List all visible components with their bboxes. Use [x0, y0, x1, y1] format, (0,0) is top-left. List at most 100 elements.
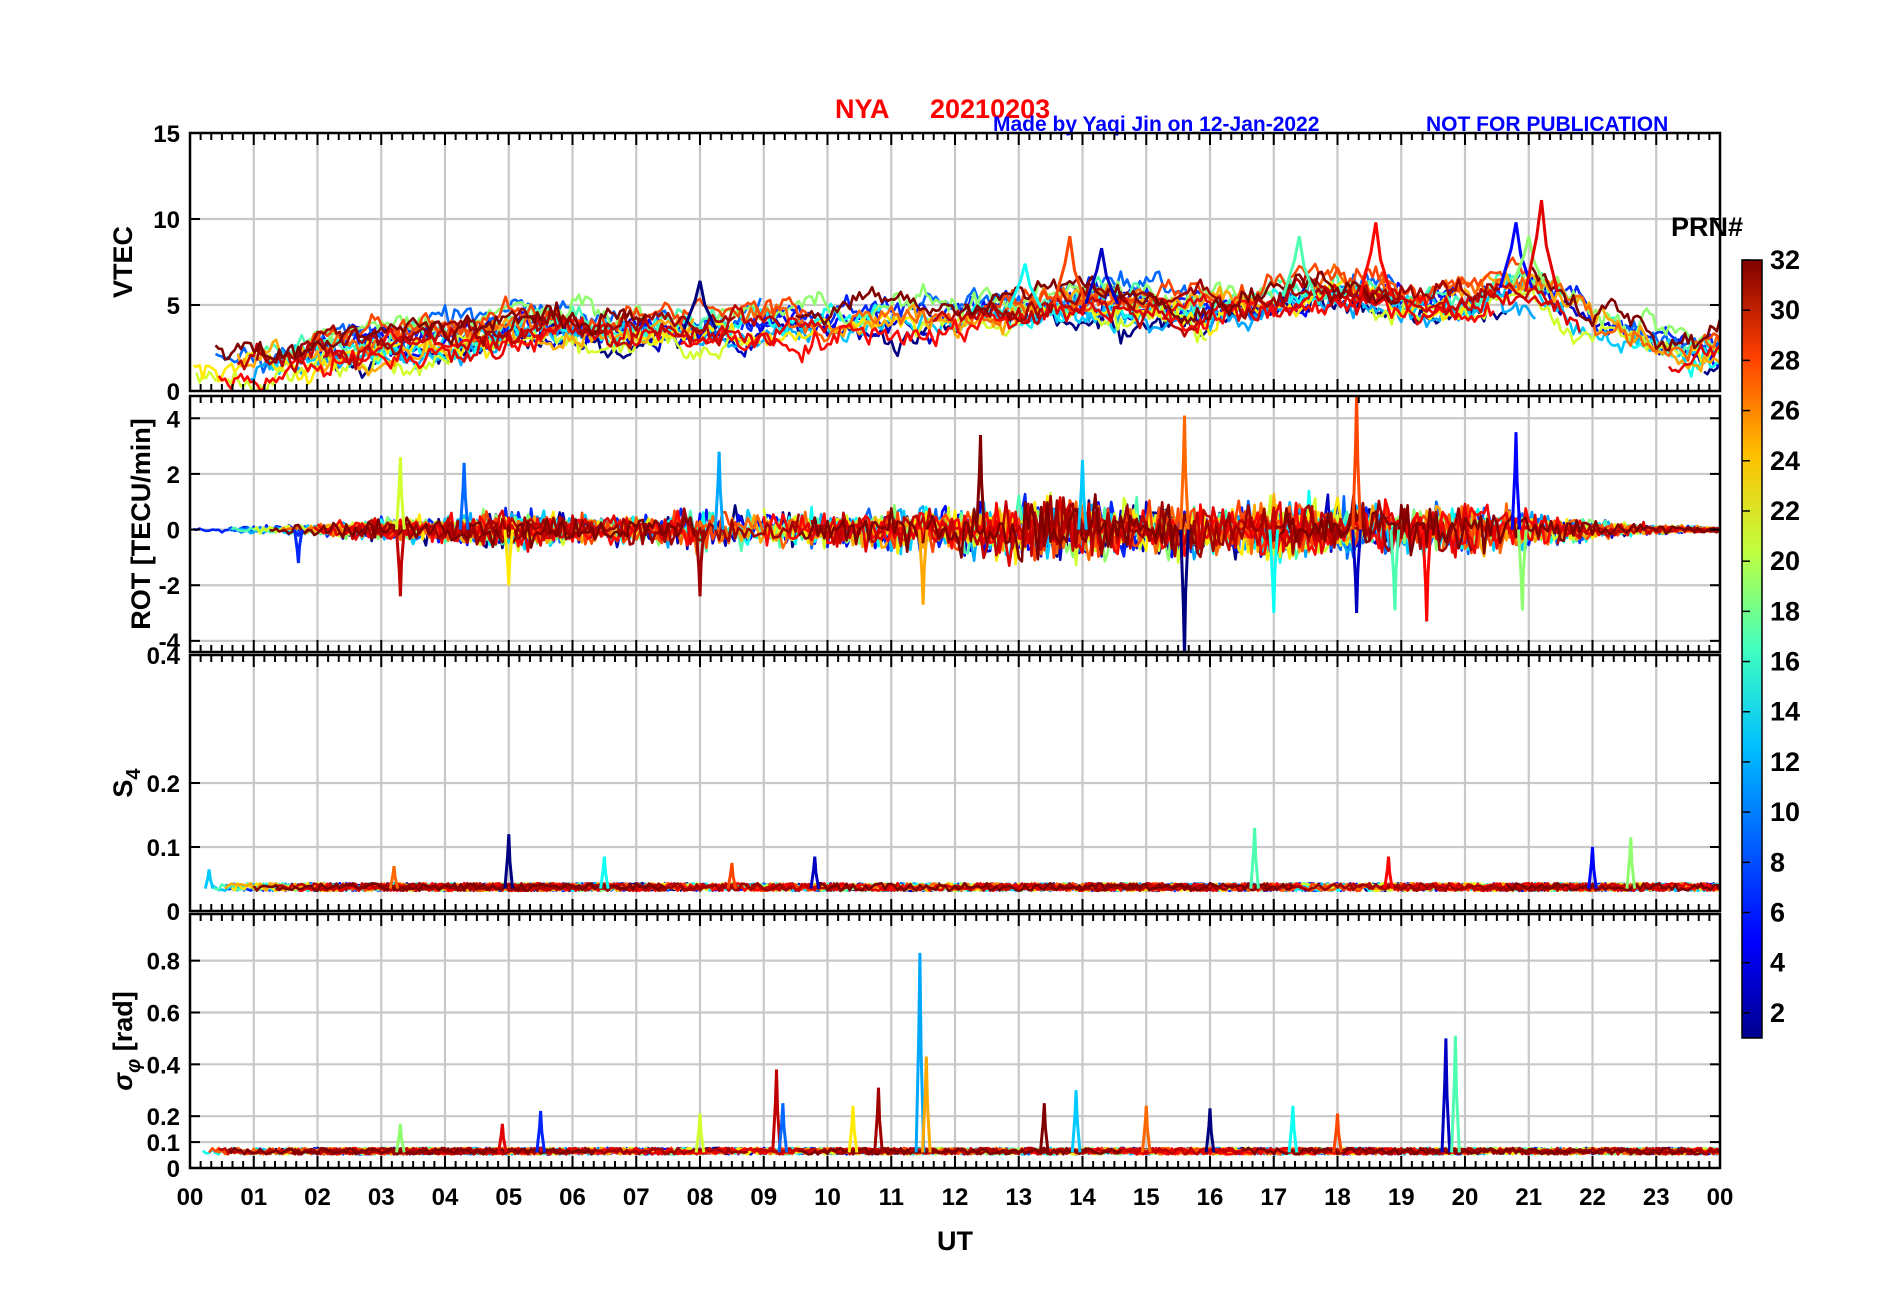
colorbar-tick-label: 8 — [1770, 847, 1785, 877]
sigma_phi-y-tick-label: 0.1 — [147, 1130, 180, 1157]
vtec-peak — [1052, 235, 1088, 305]
notice-text: NOT FOR PUBLICATION — [1426, 113, 1668, 136]
s4-y-tick-label: 0.4 — [147, 643, 181, 670]
s4-y-axis-label: S4 — [108, 768, 145, 798]
sigma_phi-y-tick-label: 0.8 — [147, 949, 180, 976]
sigma_phi-peak — [694, 1113, 706, 1153]
colorbar-tick-label: 6 — [1770, 898, 1785, 928]
s4-peak — [503, 834, 515, 889]
vtec-peak — [1007, 263, 1043, 309]
x-tick-label: 11 — [879, 1184, 904, 1211]
colorbar-tick-label: 12 — [1770, 747, 1800, 777]
rot-peak — [1351, 396, 1362, 530]
rot-peak — [458, 462, 470, 530]
x-tick-label: 07 — [623, 1184, 650, 1211]
rot-peak — [395, 529, 406, 597]
x-tick-label: 16 — [1197, 1184, 1224, 1211]
colorbar-label: PRN# — [1671, 212, 1743, 242]
rot-peak — [1389, 529, 1401, 611]
series-prn-32 — [1241, 1146, 1702, 1156]
x-tick-label: 23 — [1643, 1184, 1670, 1211]
x-tick-label: 18 — [1324, 1184, 1351, 1211]
sigma_phi-y-tick-label: 0.6 — [147, 1000, 180, 1027]
series-prn-1 — [1703, 362, 1720, 376]
x-tick-label: 09 — [750, 1184, 777, 1211]
rot-y-tick-label: 4 — [167, 406, 181, 433]
series-prn-30 — [932, 295, 1211, 338]
sigma_phi-x-ticks — [189, 914, 1721, 1168]
s4-peak — [726, 862, 738, 889]
sigma_phi-y-tick-label: 0.2 — [147, 1104, 180, 1131]
x-tick-label: 08 — [687, 1184, 714, 1211]
series-prn-32 — [1505, 881, 1720, 892]
colorbar-tick-label: 24 — [1770, 446, 1800, 476]
colorbar-tick-label: 26 — [1770, 396, 1800, 426]
series-prn-28 — [680, 309, 1039, 364]
colorbar-tick-label: 2 — [1770, 998, 1785, 1028]
sigma_phi-peak — [847, 1105, 859, 1153]
x-tick-label: 19 — [1388, 1184, 1415, 1211]
x-tick-label: 13 — [1005, 1184, 1032, 1211]
x-tick-label: 01 — [240, 1184, 267, 1211]
rot-y-tick-label: -2 — [159, 573, 180, 600]
vtec-peak — [682, 280, 718, 330]
sigma_phi-peak — [1332, 1113, 1343, 1153]
sigma_phi-peak — [535, 1110, 546, 1153]
s4-peak — [1587, 846, 1598, 889]
series-prn-32 — [269, 516, 704, 549]
series-prn-31 — [1043, 881, 1565, 893]
x-tick-label: 22 — [1579, 1184, 1606, 1211]
credit-text: Made by Yaqi Jin on 12-Jan-2022 — [993, 113, 1319, 136]
colorbar-tick-label: 14 — [1770, 697, 1800, 727]
colorbar-tick-label: 22 — [1770, 496, 1800, 526]
s4-grid — [190, 655, 1720, 911]
colorbar-tick-label: 28 — [1770, 345, 1800, 375]
rot-peak — [1351, 529, 1362, 614]
x-tick-label: 12 — [942, 1184, 969, 1211]
s4-peak — [599, 856, 610, 889]
vtec-y-axis-label: VTEC — [108, 226, 138, 298]
rot-series — [192, 396, 1720, 652]
rot-peak — [293, 529, 304, 564]
vtec-peak — [1358, 222, 1394, 297]
x-tick-label: 06 — [559, 1184, 586, 1211]
series-prn-32 — [227, 1146, 596, 1156]
colorbar-tick-label: 16 — [1770, 647, 1800, 677]
series-prn-30 — [236, 304, 781, 374]
x-tick-label: 05 — [495, 1184, 522, 1211]
vtec-y-tick-label: 0 — [167, 379, 180, 406]
x-tick-label: 15 — [1133, 1184, 1160, 1211]
sigma_phi-grid — [190, 914, 1720, 1168]
series-prn-32 — [1530, 266, 1720, 352]
rot-peak — [1421, 529, 1433, 622]
x-tick-label: 14 — [1069, 1184, 1096, 1211]
sigma_phi-peak — [1450, 1035, 1461, 1153]
series-prn-29 — [1667, 343, 1720, 374]
sigma_phi-y-axis-label: σφ [rad] — [108, 991, 145, 1091]
rot-peak — [1517, 529, 1528, 611]
rot-peak — [1179, 529, 1190, 652]
s4-x-ticks — [189, 655, 1721, 911]
x-tick-label: 21 — [1515, 1184, 1542, 1211]
rot-y-tick-label: 2 — [167, 462, 180, 489]
x-tick-label: 17 — [1260, 1184, 1287, 1211]
sigma_phi-peak — [921, 1056, 932, 1153]
s4-series — [203, 827, 1720, 893]
sigma_phi-peak — [771, 1069, 782, 1153]
sigma_phi-peak — [1440, 1038, 1452, 1153]
x-tick-label: 00 — [1707, 1184, 1734, 1211]
x-tick-label: 10 — [814, 1184, 841, 1211]
s4-y-tick-label: 0 — [167, 899, 180, 926]
sigma_phi-peak — [1287, 1105, 1299, 1153]
colorbar-tick-label: 30 — [1770, 295, 1800, 325]
rot-peak — [975, 434, 986, 530]
sigma_phi-peak — [395, 1123, 406, 1153]
rot-y-tick-label: -4 — [159, 629, 181, 656]
x-tick-labels: 00 01 02 03 04 05 06 07 08 09 10 11 12 13 14 15 16 17 18 19… — [177, 1184, 1734, 1211]
sigma_phi-y-tick-label: 0.4 — [147, 1052, 181, 1079]
sigma_phi-peak — [497, 1123, 508, 1153]
x-tick-label: 02 — [304, 1184, 331, 1211]
s4-peak — [1625, 837, 1637, 889]
